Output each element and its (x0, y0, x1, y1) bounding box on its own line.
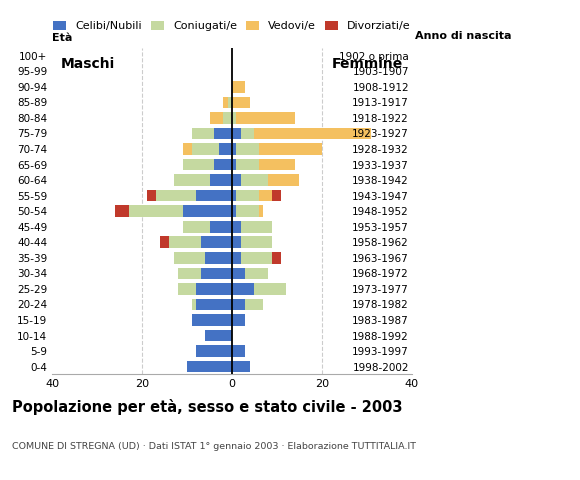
Bar (201, 267, 232, 279)
Bar (187, 361, 232, 372)
Bar (232, 190, 237, 202)
Bar (237, 190, 259, 202)
Bar (237, 112, 295, 124)
Bar (241, 237, 273, 248)
Bar (178, 267, 201, 279)
Bar (232, 159, 237, 170)
Bar (232, 345, 245, 357)
Text: Maschi: Maschi (61, 57, 115, 71)
Bar (219, 143, 232, 155)
Text: Popolazione per età, sesso e stato civile - 2003: Popolazione per età, sesso e stato civil… (12, 399, 402, 415)
Bar (214, 128, 232, 139)
Bar (241, 221, 273, 233)
Bar (241, 128, 255, 139)
Bar (232, 112, 237, 124)
Bar (232, 205, 237, 217)
Bar (205, 252, 232, 264)
Bar (241, 252, 273, 264)
Bar (232, 267, 245, 279)
Bar (241, 174, 268, 186)
Bar (205, 330, 232, 341)
Bar (214, 159, 232, 170)
Bar (196, 190, 232, 202)
Text: Femmine: Femmine (332, 57, 403, 71)
Bar (155, 190, 196, 202)
Bar (259, 143, 322, 155)
Bar (183, 205, 232, 217)
Bar (232, 252, 241, 264)
Bar (173, 174, 209, 186)
Bar (237, 159, 259, 170)
Bar (232, 96, 250, 108)
Bar (245, 299, 263, 310)
Bar (209, 112, 223, 124)
Bar (232, 299, 245, 310)
Text: Anno di nascita: Anno di nascita (415, 31, 511, 41)
Bar (196, 345, 232, 357)
Bar (232, 283, 255, 295)
Bar (183, 143, 191, 155)
Bar (129, 205, 183, 217)
Bar (223, 112, 232, 124)
Bar (245, 267, 268, 279)
Bar (191, 143, 219, 155)
Bar (191, 128, 214, 139)
Bar (232, 221, 241, 233)
Bar (223, 96, 227, 108)
Bar (273, 252, 281, 264)
Bar (232, 361, 250, 372)
Bar (178, 283, 196, 295)
Bar (196, 283, 232, 295)
Bar (255, 128, 371, 139)
Bar (232, 174, 241, 186)
Bar (232, 314, 245, 326)
Bar (115, 205, 129, 217)
Text: COMUNE DI STREGNA (UD) · Dati ISTAT 1° gennaio 2003 · Elaborazione TUTTITALIA.IT: COMUNE DI STREGNA (UD) · Dati ISTAT 1° g… (12, 442, 416, 451)
Bar (232, 81, 245, 93)
Bar (169, 237, 201, 248)
Bar (237, 143, 259, 155)
Bar (183, 221, 209, 233)
Bar (232, 128, 241, 139)
Bar (273, 190, 281, 202)
Text: Età: Età (52, 33, 72, 43)
Bar (147, 190, 155, 202)
Bar (191, 314, 232, 326)
Bar (255, 283, 286, 295)
Bar (259, 190, 273, 202)
Bar (268, 174, 299, 186)
Bar (209, 174, 232, 186)
Bar (232, 143, 237, 155)
Legend: Celibi/Nubili, Coniugati/e, Vedovi/e, Divorziati/e: Celibi/Nubili, Coniugati/e, Vedovi/e, Di… (49, 17, 415, 36)
Bar (191, 299, 196, 310)
Bar (173, 252, 205, 264)
Bar (227, 96, 232, 108)
Bar (237, 205, 259, 217)
Bar (160, 237, 169, 248)
Bar (232, 237, 241, 248)
Bar (259, 159, 295, 170)
Bar (209, 221, 232, 233)
Bar (196, 299, 232, 310)
Bar (259, 205, 263, 217)
Bar (183, 159, 214, 170)
Bar (201, 237, 232, 248)
